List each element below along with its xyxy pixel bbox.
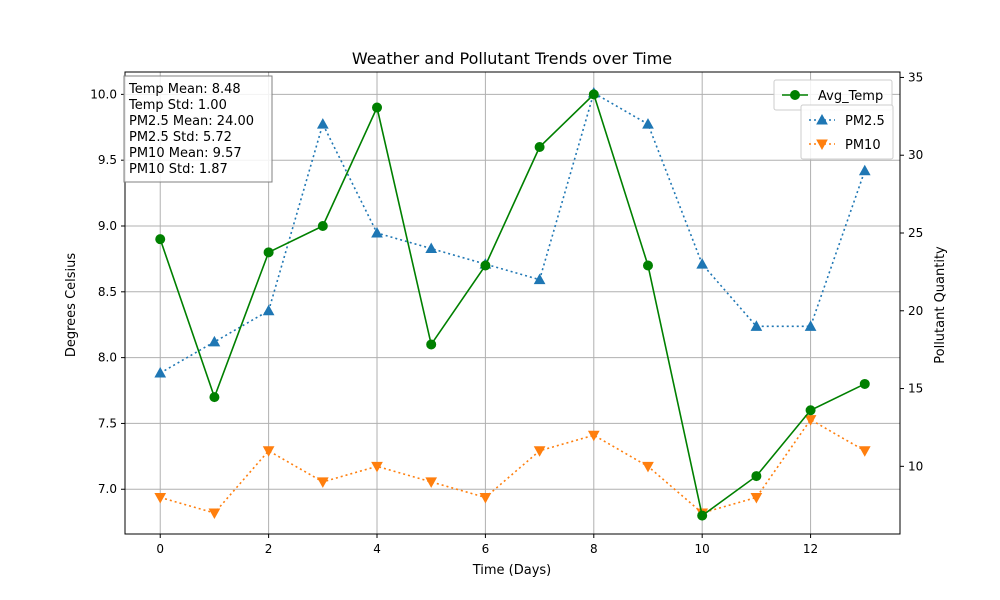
data-point-pm2-5 <box>154 366 167 378</box>
x-tick-label: 6 <box>482 542 490 556</box>
data-point-avg-temp <box>209 392 220 403</box>
series-avg-temp <box>155 89 870 521</box>
data-point-pm10 <box>262 446 275 457</box>
data-point-pm2-5 <box>750 320 763 331</box>
x-tick-label: 2 <box>265 542 273 556</box>
data-point-pm2-5 <box>696 258 709 269</box>
data-point-avg-temp <box>263 247 274 258</box>
stats-line: PM2.5 Mean: 24.00 <box>129 114 254 129</box>
plot-frame <box>124 71 901 535</box>
y-axis-right-label: Pollutant Quantity <box>933 246 948 364</box>
data-point-pm2-5 <box>262 304 275 316</box>
series-line-pm10 <box>160 418 866 514</box>
y-right-tick-label: 25 <box>908 226 923 240</box>
x-tick-label: 12 <box>803 542 818 556</box>
legend-label-pm10: PM10 <box>845 138 881 153</box>
y-left-tick-label: 8.0 <box>98 351 117 365</box>
data-point-avg-temp <box>697 510 708 521</box>
x-tick-label: 10 <box>695 542 710 556</box>
stats-line: Temp Std: 1.00 <box>128 98 227 113</box>
y-left-tick-label: 9.5 <box>98 153 117 167</box>
y-right-tick-label: 15 <box>908 382 923 396</box>
stats-line: PM10 Mean: 9.57 <box>129 146 242 161</box>
data-point-pm10 <box>804 415 817 426</box>
data-point-pm2-5 <box>642 118 654 129</box>
data-point-avg-temp <box>155 234 166 245</box>
data-point-pm10 <box>858 446 871 457</box>
axes-layer <box>124 71 901 535</box>
y-left-tick-label: 7.0 <box>98 482 117 496</box>
y-right-tick-label: 30 <box>908 148 923 162</box>
data-point-pm2-5 <box>804 320 817 331</box>
data-point-pm10 <box>533 446 546 457</box>
data-point-avg-temp <box>588 89 599 100</box>
y-right-tick-label: 20 <box>908 304 923 318</box>
stats-box-frame <box>123 75 273 183</box>
y-left-tick-label: 10.0 <box>90 87 117 101</box>
legend-label-avg-temp: Avg_Temp <box>818 89 883 104</box>
data-point-pm10 <box>316 477 329 488</box>
data-point-pm2-5 <box>371 226 383 238</box>
data-point-pm10 <box>371 461 383 473</box>
y-left-tick-label: 7.5 <box>98 416 117 430</box>
x-axis-label: Time (Days) <box>472 563 552 578</box>
y-axis-left-label: Degrees Celsius <box>64 253 79 358</box>
data-point-pm10 <box>208 508 221 520</box>
x-tick-label: 8 <box>590 542 598 556</box>
data-point-avg-temp <box>480 260 491 271</box>
stats-line: PM10 Std: 1.87 <box>129 162 228 177</box>
y-right-tick-label: 35 <box>908 70 923 84</box>
data-point-pm10 <box>750 492 763 504</box>
data-point-avg-temp <box>859 378 870 389</box>
data-point-avg-temp <box>426 339 437 350</box>
data-point-avg-temp <box>751 471 762 482</box>
ticks-layer: 0 2 4 6 8 10 12 7.0 7.5 8.0 8.5 9.0 9.5 10.0 10 15 20 25 3… <box>90 70 923 556</box>
data-point-pm2-5 <box>533 273 546 285</box>
data-point-pm10 <box>642 461 654 473</box>
data-point-pm10 <box>587 430 600 442</box>
data-point-pm10 <box>479 492 492 504</box>
series-line-avg-temp <box>159 92 866 517</box>
data-point-pm2-5 <box>425 242 438 254</box>
data-point-pm10 <box>154 492 167 504</box>
data-point-pm2-5 <box>858 164 871 176</box>
x-tick-label: 4 <box>373 542 381 556</box>
data-point-avg-temp <box>805 405 816 416</box>
data-point-pm2-5 <box>208 335 221 347</box>
data-point-avg-temp <box>317 221 328 231</box>
data-point-pm10 <box>425 477 438 488</box>
data-point-avg-temp <box>534 142 545 153</box>
legend-pollutants: PM2.5 PM10 <box>800 104 894 160</box>
y-left-tick-label: 9.0 <box>98 219 117 233</box>
legend-marker-pm10 <box>816 139 828 151</box>
data-point-avg-temp <box>642 260 653 271</box>
y-left-tick-label: 8.5 <box>98 285 117 299</box>
data-point-pm2-5 <box>316 118 329 129</box>
stats-line: PM2.5 Std: 5.72 <box>129 130 232 145</box>
legend-marker-pm2-5 <box>816 113 828 125</box>
y-right-tick-label: 10 <box>908 459 923 473</box>
series-line-pm2-5 <box>159 91 866 374</box>
legend-label-pm2-5: PM2.5 <box>845 114 885 129</box>
x-tick-label: 0 <box>156 542 164 556</box>
legend-marker-avg-temp <box>790 90 800 100</box>
data-point-avg-temp <box>372 102 383 113</box>
series-layer <box>154 86 871 521</box>
series-pm10 <box>154 415 871 520</box>
series-pm2-5 <box>154 86 871 378</box>
stats-line: Temp Mean: 8.48 <box>128 82 241 97</box>
chart-title: Weather and Pollutant Trends over Time <box>352 49 672 68</box>
